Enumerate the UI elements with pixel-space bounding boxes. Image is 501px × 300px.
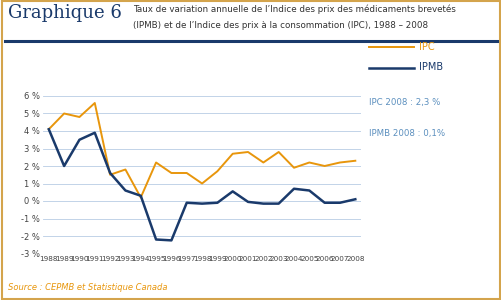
Text: IPMB: IPMB [418,62,442,73]
Text: (IPMB) et de l’Indice des prix à la consommation (IPC), 1988 – 2008: (IPMB) et de l’Indice des prix à la cons… [133,21,427,30]
Text: Graphique 6: Graphique 6 [8,4,121,22]
Text: Taux de variation annuelle de l’Indice des prix des médicaments brevetés: Taux de variation annuelle de l’Indice d… [133,4,455,14]
Text: IPC 2008 : 2,3 %: IPC 2008 : 2,3 % [368,98,439,106]
Text: IPC: IPC [418,41,434,52]
Text: Source : CEPMB et Statistique Canada: Source : CEPMB et Statistique Canada [8,284,167,292]
Text: IPMB 2008 : 0,1%: IPMB 2008 : 0,1% [368,129,444,138]
